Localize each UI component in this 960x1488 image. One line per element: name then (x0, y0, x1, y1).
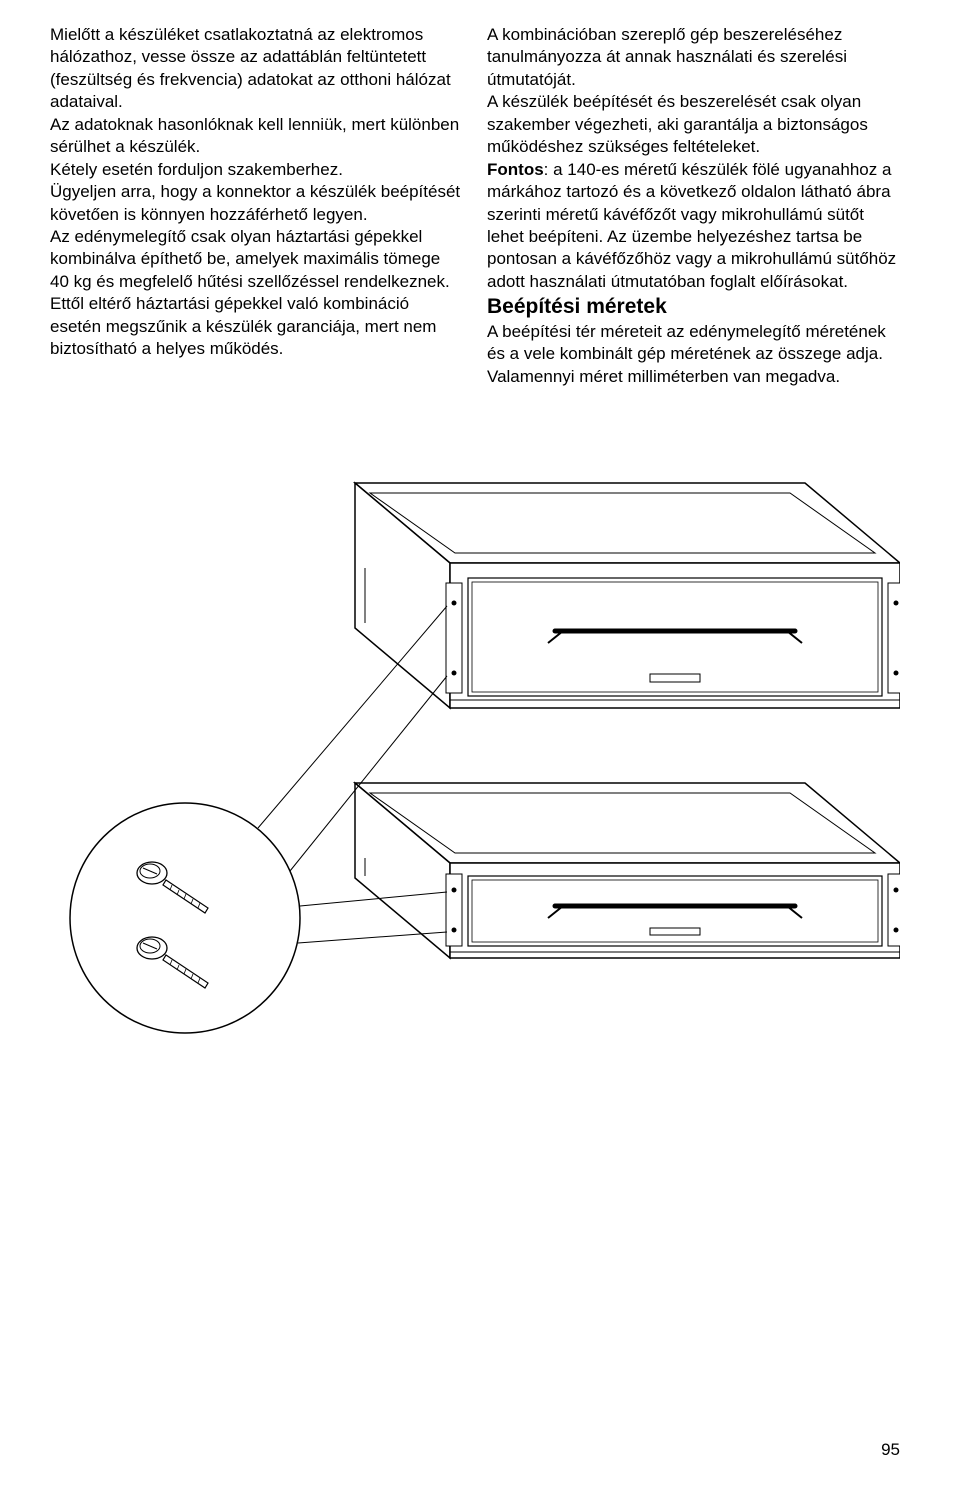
page-number: 95 (881, 1440, 900, 1460)
installation-diagram (50, 428, 900, 1108)
paragraph: Ettől eltérő háztartási gépekkel való ko… (50, 293, 463, 360)
paragraph: Az adatoknak hasonlóknak kell lenniük, m… (50, 114, 463, 159)
text-columns: Mielőtt a készüléket csatlakoztatná az e… (50, 24, 900, 388)
right-column: A kombinációban szereplő gép beszerelésé… (487, 24, 900, 388)
paragraph: A készülék beépítését és beszerelését cs… (487, 91, 900, 158)
appliance-diagram-svg (50, 428, 900, 1108)
bold-label: Fontos (487, 160, 544, 179)
top-appliance (355, 483, 900, 708)
paragraph-rest: : a 140-es méretű készülék fölé ugyanahh… (487, 160, 896, 291)
paragraph: Kétely esetén forduljon szakemberhez. (50, 159, 463, 181)
paragraph: Fontos: a 140-es méretű készülék fölé ug… (487, 159, 900, 294)
paragraph: Ügyeljen arra, hogy a konnektor a készül… (50, 181, 463, 226)
paragraph: Mielőtt a készüléket csatlakoztatná az e… (50, 24, 463, 114)
paragraph: Az edénymelegítő csak olyan háztartási g… (50, 226, 463, 293)
paragraph: A beépítési tér méreteit az edénymelegít… (487, 321, 900, 366)
paragraph: Valamennyi méret milliméterben van megad… (487, 366, 900, 388)
bottom-appliance (355, 783, 900, 958)
section-heading: Beépítési méretek (487, 293, 900, 321)
screw-detail-circle (70, 803, 300, 1033)
left-column: Mielőtt a készüléket csatlakoztatná az e… (50, 24, 463, 388)
paragraph: A kombinációban szereplő gép beszerelésé… (487, 24, 900, 91)
